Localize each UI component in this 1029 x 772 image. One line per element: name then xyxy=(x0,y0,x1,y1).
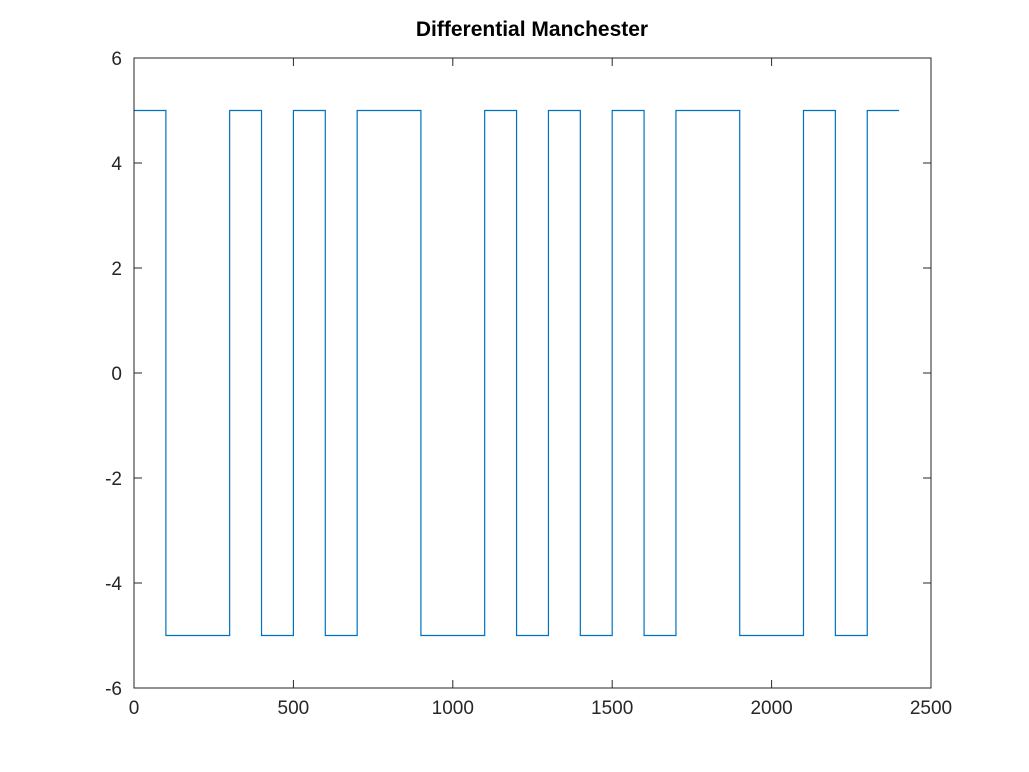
x-tick-label: 2000 xyxy=(750,698,792,719)
chart-title: Differential Manchester xyxy=(416,18,648,41)
x-tick-label: 1500 xyxy=(591,698,633,719)
y-tick-label: -2 xyxy=(105,469,122,490)
tick-labels-layer: 0 500 1000 1500 2000 2500 -6 -4 -2 0 2 4 6 xyxy=(105,49,952,719)
ticks-layer xyxy=(133,57,932,689)
series-line-0 xyxy=(134,109,900,637)
y-tick-label: -4 xyxy=(105,574,122,595)
y-tick-label: 0 xyxy=(111,364,122,385)
series-layer xyxy=(134,109,900,637)
y-tick-label: 2 xyxy=(111,259,122,280)
y-tick-label: 6 xyxy=(111,49,122,70)
plot-frame xyxy=(133,57,932,689)
x-tick-label: 2500 xyxy=(910,698,952,719)
x-tick-label: 0 xyxy=(129,698,140,719)
y-tick-label: -6 xyxy=(105,679,122,700)
y-tick-label: 4 xyxy=(111,154,122,175)
x-tick-label: 500 xyxy=(278,698,310,719)
x-tick-label: 1000 xyxy=(432,698,474,719)
